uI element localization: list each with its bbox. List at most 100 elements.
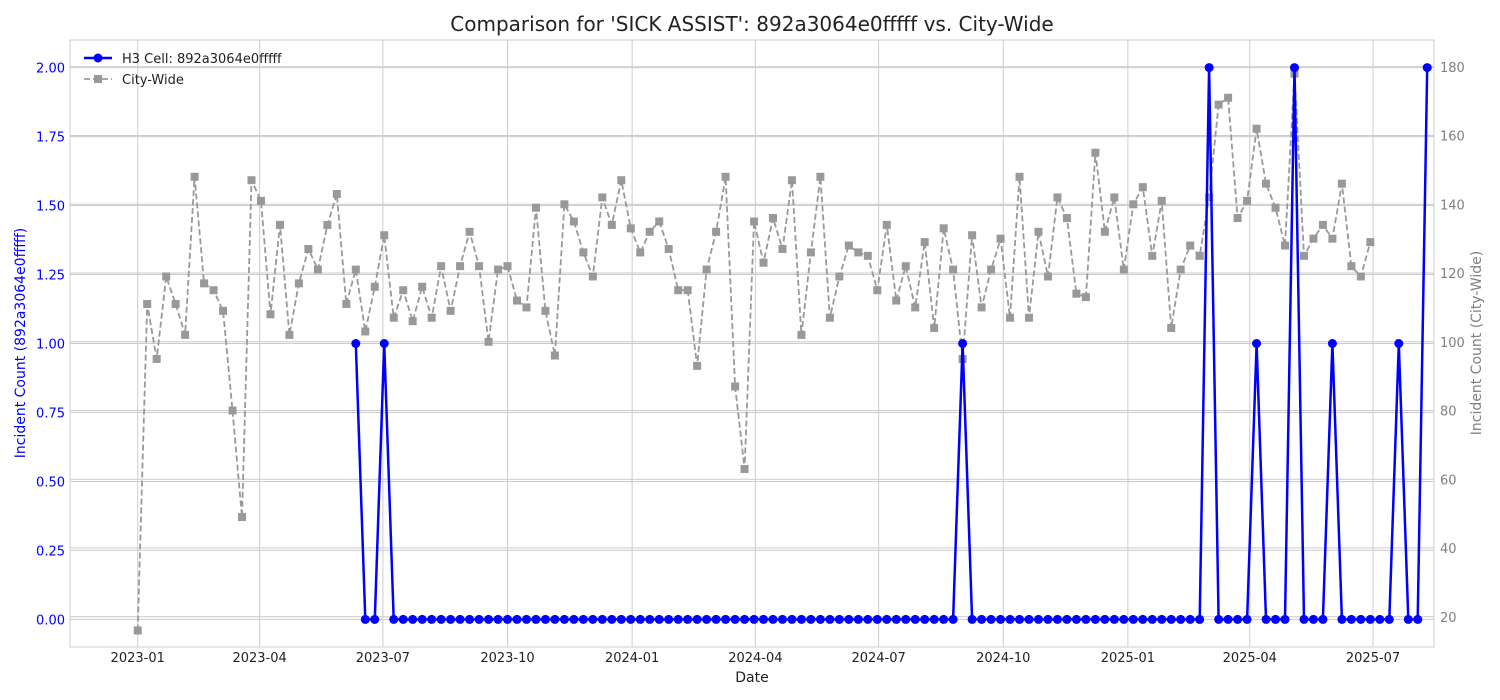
legend-h3-marker bbox=[93, 53, 103, 63]
city-wide-point bbox=[1252, 124, 1261, 133]
h3-cell-point bbox=[1109, 614, 1119, 624]
h3-cell-series bbox=[351, 63, 1432, 624]
city-wide-point bbox=[342, 299, 351, 308]
city-wide-point bbox=[1309, 234, 1318, 243]
h3-cell-point bbox=[948, 614, 958, 624]
city-wide-point bbox=[626, 224, 635, 233]
city-wide-point bbox=[1337, 179, 1346, 188]
city-wide-point bbox=[1119, 265, 1128, 274]
city-wide-point bbox=[987, 265, 996, 274]
city-wide-point bbox=[930, 324, 939, 333]
h3-cell-point bbox=[398, 614, 408, 624]
city-wide-point bbox=[399, 286, 408, 295]
city-wide-point bbox=[740, 464, 749, 473]
h3-cell-point bbox=[465, 614, 475, 624]
right-y-axis-ticks: 20 40 60 80 100 120 140 160 180 bbox=[1440, 61, 1465, 626]
city-wide-point bbox=[1100, 227, 1109, 236]
city-wide-point bbox=[1281, 241, 1290, 250]
h3-cell-point bbox=[474, 614, 484, 624]
city-wide-point bbox=[968, 231, 977, 240]
h3-cell-point bbox=[493, 614, 503, 624]
h3-cell-point bbox=[588, 614, 598, 624]
city-wide-point bbox=[702, 265, 711, 274]
city-wide-point bbox=[892, 296, 901, 305]
city-wide-point bbox=[1062, 214, 1071, 223]
h3-cell-point bbox=[379, 339, 389, 348]
city-wide-point bbox=[683, 286, 692, 295]
city-wide-point bbox=[503, 262, 512, 271]
x-tick-label: 2024-04 bbox=[728, 651, 782, 666]
h3-cell-point bbox=[1147, 614, 1157, 624]
left-y-axis-label: Incident Count (892a3064e0fffff) bbox=[13, 228, 29, 459]
city-wide-point bbox=[1006, 313, 1015, 322]
city-wide-point bbox=[1110, 193, 1119, 202]
h3-cell-point bbox=[967, 614, 977, 624]
x-axis-label: Date bbox=[735, 670, 768, 686]
h3-cell-point bbox=[1346, 614, 1356, 624]
city-wide-point bbox=[617, 176, 626, 185]
city-wide-point bbox=[1015, 172, 1024, 181]
city-wide-point bbox=[579, 248, 588, 257]
city-wide-point bbox=[996, 234, 1005, 243]
city-wide-point bbox=[721, 172, 730, 181]
city-wide-point bbox=[768, 214, 777, 223]
h3-cell-point bbox=[436, 614, 446, 624]
right-y-tick-label: 160 bbox=[1440, 130, 1465, 145]
city-wide-point bbox=[825, 313, 834, 322]
h3-cell-point bbox=[1394, 339, 1404, 348]
h3-cell-point bbox=[512, 614, 522, 624]
h3-cell-point bbox=[1157, 614, 1167, 624]
h3-cell-point bbox=[1214, 614, 1224, 624]
h3-cell-point bbox=[616, 614, 626, 624]
h3-cell-point bbox=[787, 614, 797, 624]
right-y-axis-label: Incident Count (City-Wide) bbox=[1469, 251, 1485, 435]
h3-cell-point bbox=[815, 614, 825, 624]
h3-cell-point bbox=[939, 614, 949, 624]
h3-cell-point bbox=[1271, 614, 1281, 624]
h3-cell-point bbox=[531, 614, 541, 624]
x-tick-label: 2023-01 bbox=[111, 651, 165, 666]
city-wide-point bbox=[863, 251, 872, 260]
city-wide-line bbox=[136, 73, 1372, 631]
city-wide-point bbox=[437, 262, 446, 271]
h3-cell-point bbox=[654, 614, 664, 624]
h3-cell-point bbox=[540, 614, 550, 624]
city-wide-point bbox=[1224, 93, 1233, 102]
city-wide-point bbox=[332, 189, 341, 198]
city-wide-point bbox=[939, 224, 948, 233]
h3-cell-point bbox=[1413, 614, 1423, 624]
city-wide-point bbox=[1205, 193, 1214, 202]
h3-cell-point bbox=[1043, 614, 1053, 624]
city-wide-point bbox=[977, 303, 986, 312]
city-wide-point bbox=[920, 238, 929, 247]
h3-cell-point bbox=[351, 339, 361, 348]
h3-cell-point bbox=[910, 614, 920, 624]
chart-title: Comparison for 'SICK ASSIST': 892a3064e0… bbox=[450, 12, 1053, 36]
h3-cell-point bbox=[1356, 614, 1366, 624]
city-wide-point bbox=[1356, 272, 1365, 281]
city-wide-point bbox=[304, 244, 313, 253]
h3-cell-point bbox=[503, 614, 513, 624]
h3-cell-point bbox=[825, 614, 835, 624]
h3-cell-point bbox=[1299, 614, 1309, 624]
city-wide-point bbox=[171, 299, 180, 308]
x-tick-label: 2025-04 bbox=[1223, 651, 1277, 666]
city-wide-point bbox=[560, 200, 569, 209]
city-wide-point bbox=[655, 217, 664, 226]
h3-cell-point bbox=[1403, 614, 1413, 624]
h3-cell-point bbox=[664, 614, 674, 624]
h3-cell-point bbox=[673, 614, 683, 624]
right-y-tick-label: 180 bbox=[1440, 61, 1465, 76]
h3-cell-point bbox=[1308, 614, 1318, 624]
city-wide-point bbox=[247, 176, 256, 185]
h3-cell-point bbox=[730, 614, 740, 624]
left-y-tick-label: 0.25 bbox=[36, 544, 65, 559]
h3-cell-point bbox=[1166, 614, 1176, 624]
city-wide-series bbox=[133, 69, 1375, 635]
h3-cell-point bbox=[796, 614, 806, 624]
x-tick-label: 2023-07 bbox=[356, 651, 410, 666]
city-wide-point bbox=[712, 227, 721, 236]
h3-cell-point bbox=[446, 614, 456, 624]
x-tick-label: 2024-01 bbox=[605, 651, 659, 666]
